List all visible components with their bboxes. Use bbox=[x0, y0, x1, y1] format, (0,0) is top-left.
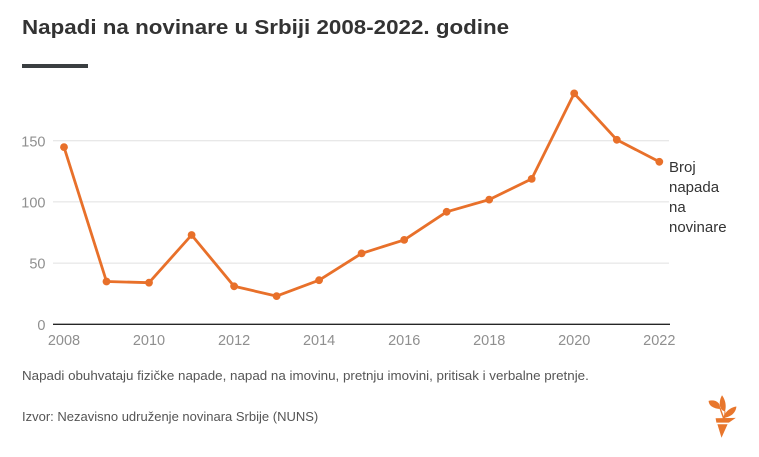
svg-text:2014: 2014 bbox=[303, 333, 335, 349]
svg-text:150: 150 bbox=[21, 135, 45, 151]
svg-text:2018: 2018 bbox=[473, 333, 505, 349]
svg-text:50: 50 bbox=[29, 257, 45, 273]
svg-text:2008: 2008 bbox=[48, 333, 80, 349]
svg-text:2010: 2010 bbox=[133, 333, 165, 349]
svg-text:2020: 2020 bbox=[558, 333, 590, 349]
svg-text:2016: 2016 bbox=[388, 333, 420, 349]
svg-text:0: 0 bbox=[37, 318, 45, 334]
svg-text:100: 100 bbox=[21, 196, 45, 212]
svg-text:2012: 2012 bbox=[218, 333, 250, 349]
svg-text:2022: 2022 bbox=[643, 333, 675, 349]
